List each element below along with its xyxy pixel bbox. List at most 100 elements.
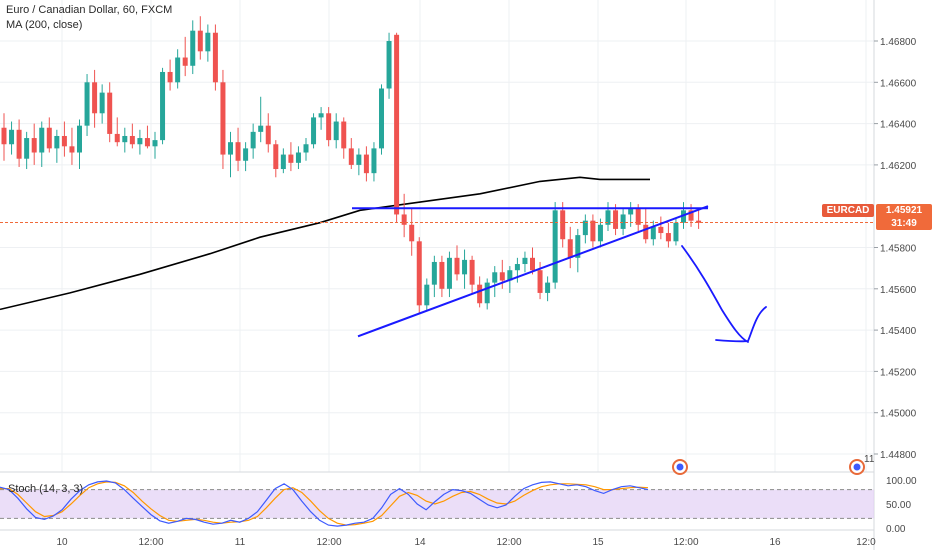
candle [371, 142, 377, 182]
candle-body [31, 138, 37, 153]
ma-200-polyline [0, 176, 650, 311]
candle-body [643, 224, 649, 240]
time-tick-label: 15 [592, 537, 604, 548]
ma-legend[interactable]: MA (200, close) [6, 19, 83, 31]
candle [205, 24, 211, 62]
candle-body [9, 129, 15, 145]
candle-body [688, 210, 694, 221]
symbol-title[interactable]: Euro / Canadian Dollar, 60, FXCM [6, 4, 173, 16]
support-trendline[interactable] [357, 205, 709, 338]
candle [243, 142, 249, 172]
event-count-label: 11 [864, 454, 875, 465]
candle-body [341, 121, 347, 149]
price-tick-label: 1.45600 [880, 285, 917, 296]
candle-body [16, 129, 22, 159]
candle-body [462, 259, 468, 275]
candle-body [265, 125, 271, 145]
candle [107, 82, 113, 143]
candle-body [446, 257, 452, 289]
candle-body [24, 138, 30, 159]
event-marker [672, 459, 688, 475]
candle [1, 113, 7, 161]
candle-body [205, 32, 211, 52]
price-value: 1.45921 [885, 205, 923, 216]
candle [31, 123, 37, 165]
candle [311, 113, 317, 149]
candle-body [394, 34, 400, 215]
trend-drawings[interactable] [352, 205, 767, 343]
candle [484, 278, 490, 310]
candle-body [280, 154, 286, 170]
candle [273, 140, 279, 178]
ma-200-line [0, 176, 650, 311]
candle-body [658, 226, 664, 234]
grid-lines [0, 0, 875, 550]
candle-body [114, 133, 120, 143]
candle-body [545, 282, 551, 293]
candle [197, 16, 203, 60]
bar-countdown: 31:49 [891, 218, 917, 229]
candle [54, 129, 60, 163]
candle-body [507, 270, 513, 281]
candle-body [514, 264, 520, 271]
candle-body [77, 125, 82, 153]
candle [24, 131, 30, 170]
candle-body [318, 113, 324, 118]
candle-body [122, 135, 128, 143]
candle-body [182, 57, 188, 66]
candle [409, 208, 415, 256]
candle-body [288, 154, 294, 163]
symbol-badge: EURCAD [822, 204, 874, 217]
candle-body [560, 210, 566, 240]
candle-body [303, 144, 309, 153]
stochastic-pane [0, 480, 874, 527]
time-tick-label: 12:00 [496, 537, 521, 548]
candle [92, 69, 98, 128]
candle-body [537, 270, 543, 293]
projection-arrow[interactable] [681, 245, 767, 343]
candle-body [348, 148, 354, 165]
candle [597, 218, 603, 248]
time-tick-label: 12:00 [138, 537, 163, 548]
price-axis[interactable]: 1.46800 1.46600 1.46400 1.46200 1.45800 1.456… [874, 37, 917, 535]
price-tick-label: 1.45200 [880, 367, 917, 378]
candle-body [650, 226, 656, 240]
candle [673, 218, 679, 246]
candle [363, 146, 369, 182]
time-tick-label: 12:00 [316, 537, 341, 548]
candle [401, 193, 407, 238]
candle [552, 202, 558, 289]
candle [416, 237, 422, 314]
time-axis[interactable]: 10 12:00 11 12:00 14 12:00 15 12:00 16 12:0 [0, 529, 876, 548]
candle [160, 67, 166, 145]
candle-body [212, 32, 218, 83]
candle [152, 131, 158, 159]
time-tick-label: 16 [769, 537, 781, 548]
stoch-tick-label: 100.00 [886, 476, 917, 487]
candle [122, 127, 128, 153]
candle [288, 142, 294, 172]
candle [220, 69, 226, 170]
candle [590, 214, 596, 248]
chart-legend: Euro / Canadian Dollar, 60, FXCM MA (200… [6, 3, 172, 33]
candle-body [197, 30, 203, 52]
candle-body [552, 210, 558, 283]
candle-body [635, 208, 641, 225]
candle-body [152, 140, 158, 147]
candle-body [522, 257, 528, 265]
candle [39, 121, 45, 167]
candle [658, 216, 664, 240]
candle [665, 222, 671, 248]
candle [431, 255, 437, 298]
candle [326, 107, 332, 147]
candle [129, 123, 135, 149]
candle-body [326, 113, 332, 141]
event-markers[interactable]: 11 [672, 454, 875, 475]
candle-body [250, 131, 256, 149]
candle [190, 20, 196, 75]
candle-body [175, 57, 181, 83]
stoch-legend[interactable]: Stoch (14, 3, 3) [8, 483, 84, 495]
candlestick-series [1, 16, 702, 314]
candle-body [190, 30, 196, 66]
